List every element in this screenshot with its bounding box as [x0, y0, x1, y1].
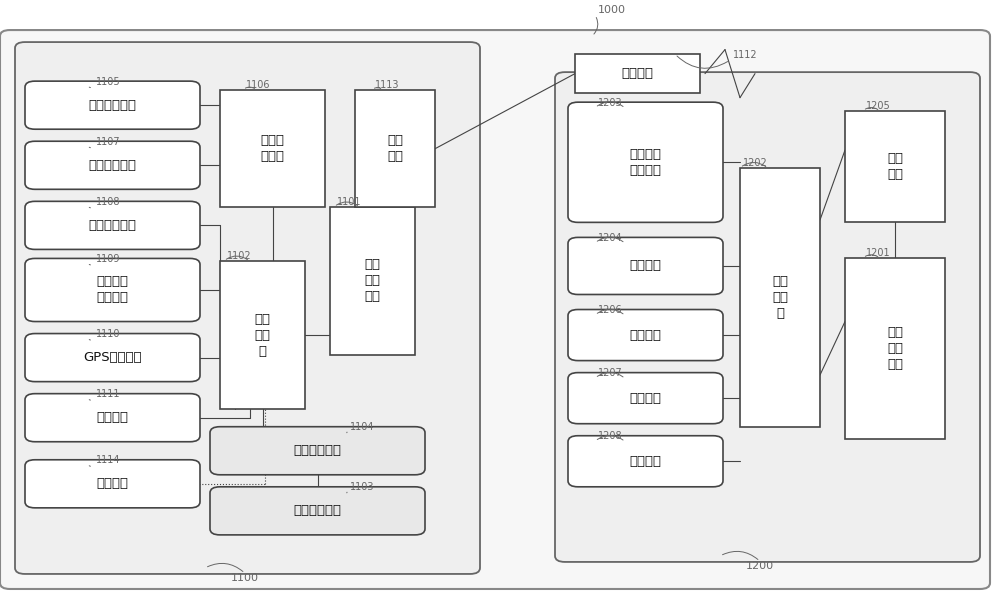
Text: 1201: 1201 — [866, 248, 891, 258]
Text: 第一
开关: 第一 开关 — [387, 134, 403, 163]
Text: 第一
控制
器: 第一 控制 器 — [254, 313, 270, 358]
Text: 1111: 1111 — [96, 389, 120, 399]
Text: 1202: 1202 — [743, 157, 768, 168]
Text: 语音识
别模块: 语音识 别模块 — [260, 134, 285, 163]
Text: 1101: 1101 — [337, 197, 362, 207]
Bar — [220, 90, 325, 207]
Text: 移动通信模块: 移动通信模块 — [88, 219, 136, 232]
Text: 1204: 1204 — [598, 233, 623, 243]
Text: 1105: 1105 — [96, 76, 121, 87]
Text: 测距模块: 测距模块 — [96, 411, 128, 424]
Bar — [575, 54, 700, 93]
FancyBboxPatch shape — [210, 427, 425, 475]
Bar — [330, 207, 415, 355]
Bar — [845, 258, 945, 439]
FancyBboxPatch shape — [25, 334, 200, 382]
Text: 1208: 1208 — [598, 431, 623, 441]
FancyBboxPatch shape — [568, 436, 723, 487]
Text: 1112: 1112 — [733, 50, 758, 60]
Text: 第一无线
通信模块: 第一无线 通信模块 — [96, 275, 128, 305]
Text: 1114: 1114 — [96, 455, 120, 465]
Text: 第二按键: 第二按键 — [630, 392, 662, 404]
Text: 1207: 1207 — [598, 368, 623, 378]
Text: 1205: 1205 — [866, 100, 891, 111]
Text: 图像采集模块: 图像采集模块 — [294, 504, 342, 517]
Text: 第三按键: 第三按键 — [630, 455, 662, 468]
Text: 1203: 1203 — [598, 97, 623, 108]
FancyBboxPatch shape — [25, 201, 200, 249]
Text: 1106: 1106 — [246, 79, 270, 90]
Text: 1000: 1000 — [598, 5, 626, 15]
Text: 图像识别模块: 图像识别模块 — [294, 444, 342, 457]
Text: 1102: 1102 — [227, 251, 252, 261]
Text: 1200: 1200 — [746, 561, 774, 572]
FancyBboxPatch shape — [568, 237, 723, 294]
Text: GPS定位模块: GPS定位模块 — [83, 351, 142, 364]
Text: 第二
电源
模块: 第二 电源 模块 — [887, 326, 903, 371]
Text: 第二
控制
器: 第二 控制 器 — [772, 275, 788, 320]
Text: 1104: 1104 — [350, 422, 374, 432]
Bar — [740, 168, 820, 427]
Text: 语音采集模块: 语音采集模块 — [88, 99, 136, 112]
Text: 第一按键: 第一按键 — [630, 260, 662, 272]
FancyBboxPatch shape — [210, 487, 425, 535]
Text: 1108: 1108 — [96, 197, 120, 207]
FancyBboxPatch shape — [15, 42, 480, 574]
FancyBboxPatch shape — [0, 30, 990, 589]
FancyBboxPatch shape — [25, 258, 200, 322]
Text: 蜂鸣模块: 蜂鸣模块 — [96, 477, 128, 490]
FancyBboxPatch shape — [25, 460, 200, 508]
Text: 1107: 1107 — [96, 136, 121, 147]
Text: 1110: 1110 — [96, 329, 120, 339]
Text: 语音输出模块: 语音输出模块 — [88, 159, 136, 172]
Text: 1109: 1109 — [96, 254, 120, 264]
Text: 1113: 1113 — [375, 79, 400, 90]
Text: 第二
开关: 第二 开关 — [887, 152, 903, 182]
Text: 弧形耳钉: 弧形耳钉 — [622, 67, 654, 80]
FancyBboxPatch shape — [25, 81, 200, 129]
Text: 第二无线
通信模块: 第二无线 通信模块 — [630, 148, 662, 177]
FancyBboxPatch shape — [25, 394, 200, 442]
Text: 1103: 1103 — [350, 482, 374, 492]
Bar — [845, 111, 945, 222]
FancyBboxPatch shape — [568, 310, 723, 361]
Text: 第一
电源
模块: 第一 电源 模块 — [364, 258, 380, 304]
FancyBboxPatch shape — [568, 102, 723, 222]
Text: 1206: 1206 — [598, 305, 623, 315]
Text: 1100: 1100 — [231, 573, 259, 584]
FancyBboxPatch shape — [568, 373, 723, 424]
Bar — [220, 261, 305, 409]
Bar — [355, 90, 435, 207]
Text: 震动模块: 震动模块 — [630, 329, 662, 341]
FancyBboxPatch shape — [25, 141, 200, 189]
FancyBboxPatch shape — [555, 72, 980, 562]
